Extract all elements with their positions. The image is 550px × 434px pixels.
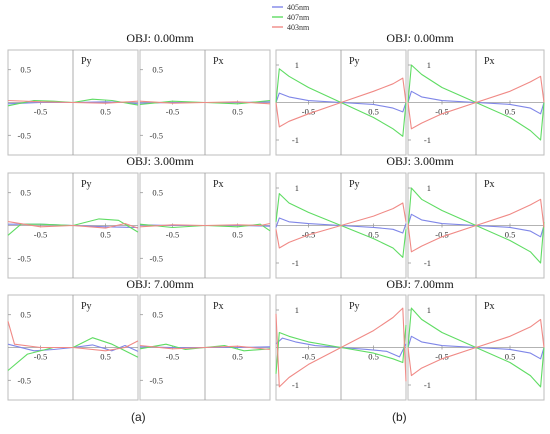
panels_b-row1-plot-Py: 1-1-0.5 0.5Py xyxy=(275,172,407,279)
y-tick-label: -1 xyxy=(292,380,299,390)
series-line-403nm xyxy=(407,318,545,377)
legend-label-405nm: 405nm xyxy=(287,3,310,12)
series-line-403nm xyxy=(275,307,407,388)
series-line-403nm xyxy=(407,198,545,253)
x-tick-label: -0.5 xyxy=(166,107,179,117)
y-tick-label: 0.5 xyxy=(152,310,163,320)
x-tick-label: 0.5 xyxy=(100,107,111,117)
panels_a-row0-title: OBJ: 0.00mm xyxy=(126,31,194,45)
series-line-403nm xyxy=(139,344,271,351)
x-tick-label: 0.5 xyxy=(232,230,243,240)
plot-name: Px xyxy=(484,179,495,190)
plot-name: Px xyxy=(213,179,224,190)
plot-name: Py xyxy=(81,179,92,190)
x-tick-label: -0.5 xyxy=(302,107,315,117)
y-tick-label: -1 xyxy=(292,258,299,268)
caption-b: (b) xyxy=(392,410,407,424)
x-tick-label: -0.5 xyxy=(435,230,448,240)
plot-name: Px xyxy=(213,56,224,67)
series-line-403nm xyxy=(275,202,407,249)
panels_a-row1-plot-Py: 0.5 -0.5 -0.5 0.5 Py xyxy=(7,172,139,279)
x-tick-label: 0.5 xyxy=(505,352,516,362)
plot-name: Py xyxy=(349,56,360,67)
x-tick-label: 0.5 xyxy=(505,107,516,117)
panels_a-row2-title: OBJ: 7.00mm xyxy=(126,277,194,291)
panels_b-row1-plot-Px: 1 -1 -0.5 0.5 Px xyxy=(407,172,545,279)
panels_a-row2-plot-Px: 0.5 -0.5 -0.5 0.5 Px xyxy=(139,294,271,401)
x-tick-label: 0.5 xyxy=(505,230,516,240)
series-line-403nm xyxy=(139,222,271,228)
panels_a-row1-title: OBJ: 3.00mm xyxy=(126,154,194,168)
panels_a-row1-plot-Px: 0.5 -0.5 -0.5 0.5 Px xyxy=(139,172,271,279)
x-tick-label: -0.5 xyxy=(435,352,448,362)
series-line-403nm xyxy=(7,99,139,104)
y-tick-label: 0.5 xyxy=(152,65,163,75)
x-tick-label: 0.5 xyxy=(232,352,243,362)
x-tick-label: 0.5 xyxy=(100,352,111,362)
plot-name: Px xyxy=(484,301,495,312)
panels_b-row0-title: OBJ: 0.00mm xyxy=(386,31,454,45)
series-line-403nm xyxy=(7,221,139,229)
y-tick-label: -0.5 xyxy=(150,375,163,385)
legend-label-407nm: 407nm xyxy=(287,13,310,22)
series-line-405nm xyxy=(7,343,139,352)
legend-label-403nm: 403nm xyxy=(287,23,310,32)
y-tick-label: 0.5 xyxy=(20,65,31,75)
panels_b-row0-plot-Px: 1 -1 -0.5 0.5 Px xyxy=(407,49,545,156)
y-tick-label: -1 xyxy=(292,135,299,145)
x-tick-label: 0.5 xyxy=(232,107,243,117)
y-tick-label: -0.5 xyxy=(18,130,31,140)
x-tick-label: -0.5 xyxy=(166,352,179,362)
plot-name: Py xyxy=(81,56,92,67)
x-tick-label: 0.5 xyxy=(368,352,379,362)
panels_b-row2-plot-Py: 1 -1 -0.5 0.5 Py xyxy=(275,294,407,401)
panels_a-row2-plot-Py: 0.5 -0.5 -0.5 0.5 Py xyxy=(7,294,139,401)
y-tick-label: -1 xyxy=(424,135,431,145)
y-tick-label: -1 xyxy=(424,380,431,390)
series-line-403nm xyxy=(407,75,545,130)
y-tick-label: -0.5 xyxy=(18,253,31,263)
plot-name: Px xyxy=(484,56,495,67)
panels_b-row0-plot-Py: 1 -1 -0.5 0.5 Py xyxy=(275,49,407,156)
y-tick-label: 0.5 xyxy=(20,188,31,198)
plot-name: Py xyxy=(349,301,360,312)
plot-name: Py xyxy=(349,179,360,190)
y-tick-label: -0.5 xyxy=(150,253,163,263)
caption-a: (a) xyxy=(131,410,146,424)
panels_b-row2-plot-Px: 1 -1 -0.5 0.5 Px xyxy=(407,294,545,401)
y-tick-label: 1 xyxy=(427,60,431,70)
series-line-403nm xyxy=(275,77,407,128)
y-tick-label: 0.5 xyxy=(152,188,163,198)
x-tick-label: -0.5 xyxy=(34,352,47,362)
panels_a-row0-plot-Px: 0.5 -0.5 -0.5 0.5 Px xyxy=(139,49,271,156)
x-tick-label: -0.5 xyxy=(34,230,47,240)
y-tick-label: -1 xyxy=(424,258,431,268)
y-tick-label: -0.5 xyxy=(18,375,31,385)
y-tick-label: 1 xyxy=(427,305,431,315)
plot-name: Py xyxy=(81,301,92,312)
x-tick-label: -0.5 xyxy=(34,107,47,117)
plot-name: Px xyxy=(213,301,224,312)
x-tick-label: 0.5 xyxy=(100,230,111,240)
y-tick-label: 1 xyxy=(295,60,299,70)
y-tick-label: 1 xyxy=(295,305,299,315)
series-line-403nm xyxy=(7,321,139,352)
panels_b-row1-title: OBJ: 3.00mm xyxy=(386,154,454,168)
y-tick-label: 0.5 xyxy=(20,310,31,320)
y-tick-label: 1 xyxy=(427,183,431,193)
x-tick-label: -0.5 xyxy=(166,230,179,240)
x-tick-label: -0.5 xyxy=(435,107,448,117)
series-line-403nm xyxy=(139,100,271,105)
x-tick-label: 0.5 xyxy=(368,107,379,117)
y-tick-label: -0.5 xyxy=(150,130,163,140)
y-tick-label: 1 xyxy=(295,183,299,193)
panels_a-row0-plot-Py: 0.5 -0.5 -0.5 0.5 Py xyxy=(7,49,139,156)
x-tick-label: 0.5 xyxy=(368,230,379,240)
x-tick-label: -0.5 xyxy=(302,352,315,362)
panels_b-row2-title: OBJ: 7.00mm xyxy=(386,277,454,291)
